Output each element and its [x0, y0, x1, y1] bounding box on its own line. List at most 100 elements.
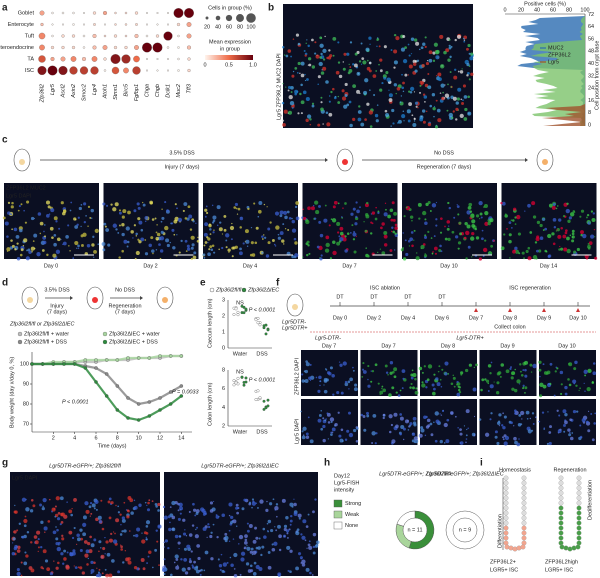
- day-label: Day 7: [342, 263, 356, 269]
- cell: [144, 215, 149, 220]
- cell: [455, 235, 459, 239]
- cell: [466, 62, 470, 67]
- cell: [421, 64, 425, 68]
- cell: [249, 253, 253, 257]
- cell: [401, 73, 403, 76]
- cell: [297, 513, 302, 518]
- cell: [412, 122, 417, 128]
- cell: [337, 202, 340, 205]
- cell: [408, 90, 411, 93]
- cell: [504, 435, 510, 441]
- cell: [115, 504, 117, 507]
- cell: [30, 246, 35, 251]
- cell: [271, 543, 274, 546]
- sample-dot: [240, 304, 244, 308]
- cell: [571, 239, 575, 243]
- label: Regeneration: [553, 467, 586, 473]
- cell: [305, 118, 309, 123]
- cell: [385, 208, 387, 211]
- cell: [465, 441, 467, 444]
- dot: [72, 11, 75, 15]
- cell: [295, 531, 300, 536]
- cell: [592, 371, 597, 376]
- cell: [414, 69, 418, 73]
- cell: [479, 418, 482, 421]
- cell: [511, 387, 515, 391]
- cell: [452, 374, 454, 377]
- cell: [524, 386, 528, 390]
- cell: [285, 516, 289, 520]
- cell: [218, 564, 223, 568]
- cell: [312, 205, 315, 207]
- cell: [221, 246, 224, 250]
- cell: [332, 250, 337, 256]
- y-tick: 48: [588, 49, 594, 55]
- cell: [489, 384, 494, 389]
- cell: [344, 382, 349, 387]
- cell: [80, 204, 83, 206]
- cell: [271, 547, 276, 552]
- cell: [344, 249, 348, 253]
- cell: [587, 410, 590, 413]
- crypt-cell: [558, 520, 564, 526]
- cell: [70, 201, 73, 204]
- cell: [17, 545, 21, 550]
- cell: [204, 208, 208, 212]
- cell: [202, 253, 206, 257]
- cell: [503, 441, 508, 446]
- dot: [121, 54, 131, 64]
- cell: [513, 388, 518, 393]
- cell: [508, 221, 512, 225]
- cell: [299, 92, 302, 96]
- day-label: Day 4: [401, 315, 415, 321]
- cell: [55, 537, 59, 541]
- cell: [461, 102, 465, 105]
- cell: [283, 535, 286, 537]
- crypt-cell: [563, 545, 569, 551]
- cell: [53, 234, 57, 237]
- cell: [427, 364, 433, 369]
- cell: [538, 420, 541, 423]
- cell: [552, 202, 556, 206]
- cell: [110, 501, 114, 505]
- crypt-cell: [558, 505, 564, 511]
- cell: [371, 441, 374, 445]
- cell: [524, 360, 529, 365]
- cell: [33, 247, 36, 250]
- cell: [481, 237, 484, 241]
- cell: [469, 56, 474, 61]
- cell: [252, 539, 257, 544]
- x-tick-label: 6: [94, 435, 97, 441]
- cell: [52, 253, 57, 258]
- cell: [224, 532, 228, 536]
- cell: [461, 68, 463, 70]
- cell: [302, 90, 307, 95]
- cell: [84, 553, 89, 558]
- cell: [456, 34, 462, 39]
- cell: [562, 214, 566, 218]
- cell: [449, 71, 452, 74]
- cell: [320, 254, 323, 257]
- cell: [582, 233, 587, 239]
- series-point: [104, 358, 109, 362]
- cell: [37, 212, 42, 216]
- cell: [574, 360, 578, 365]
- cell: [177, 502, 180, 506]
- size-key: [236, 14, 244, 22]
- cell: [484, 221, 489, 227]
- legend-entry: ZFP36L2: [548, 52, 571, 58]
- dot: [133, 55, 140, 63]
- cell: [300, 533, 303, 536]
- cell: [288, 216, 292, 220]
- cell: [97, 571, 100, 574]
- cell: [191, 564, 194, 567]
- cell: [133, 565, 138, 570]
- cell: [471, 256, 473, 258]
- cell: [301, 563, 306, 567]
- cell: [306, 78, 309, 81]
- cell: [444, 361, 449, 366]
- cell: [390, 49, 393, 51]
- cell: [169, 506, 172, 509]
- series-point: [83, 358, 88, 362]
- cell: [525, 249, 529, 253]
